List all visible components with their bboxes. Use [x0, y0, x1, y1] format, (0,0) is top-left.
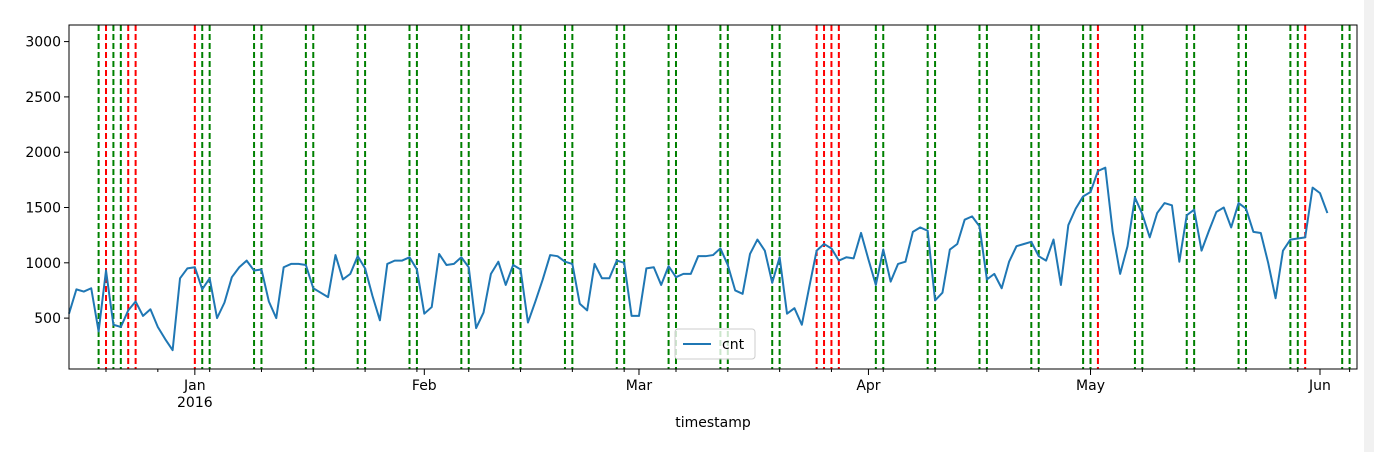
x-tick-label: Jan	[183, 378, 206, 394]
x-axis-label: timestamp	[675, 415, 751, 431]
vertical-lines	[97, 25, 1351, 369]
y-axis: 500 1000 1500 2000 2500 3000	[25, 35, 69, 327]
series-line-cnt	[68, 166, 1329, 352]
x-tick-sublabel: 2016	[177, 395, 213, 411]
x-tick-label: Feb	[412, 378, 437, 394]
y-tick-label: 3000	[25, 35, 61, 51]
y-tick-label: 2500	[25, 90, 61, 106]
vertical-scrollbar[interactable]	[1364, 0, 1374, 452]
legend-box	[674, 328, 756, 360]
y-tick-label: 1000	[25, 256, 61, 272]
plot-frame	[68, 24, 1358, 370]
y-tick-label: 1500	[25, 201, 61, 217]
x-tick-label: Jun	[1308, 378, 1331, 394]
x-tick-label: May	[1076, 378, 1105, 394]
x-tick-label: Apr	[856, 378, 880, 394]
legend[interactable]: cnt	[674, 328, 756, 360]
legend-label-cnt: cnt	[722, 337, 745, 353]
series-layer	[68, 166, 1329, 352]
y-tick-label: 500	[34, 311, 61, 327]
y-tick-label: 2000	[25, 145, 61, 161]
x-tick-label: Mar	[626, 378, 653, 394]
